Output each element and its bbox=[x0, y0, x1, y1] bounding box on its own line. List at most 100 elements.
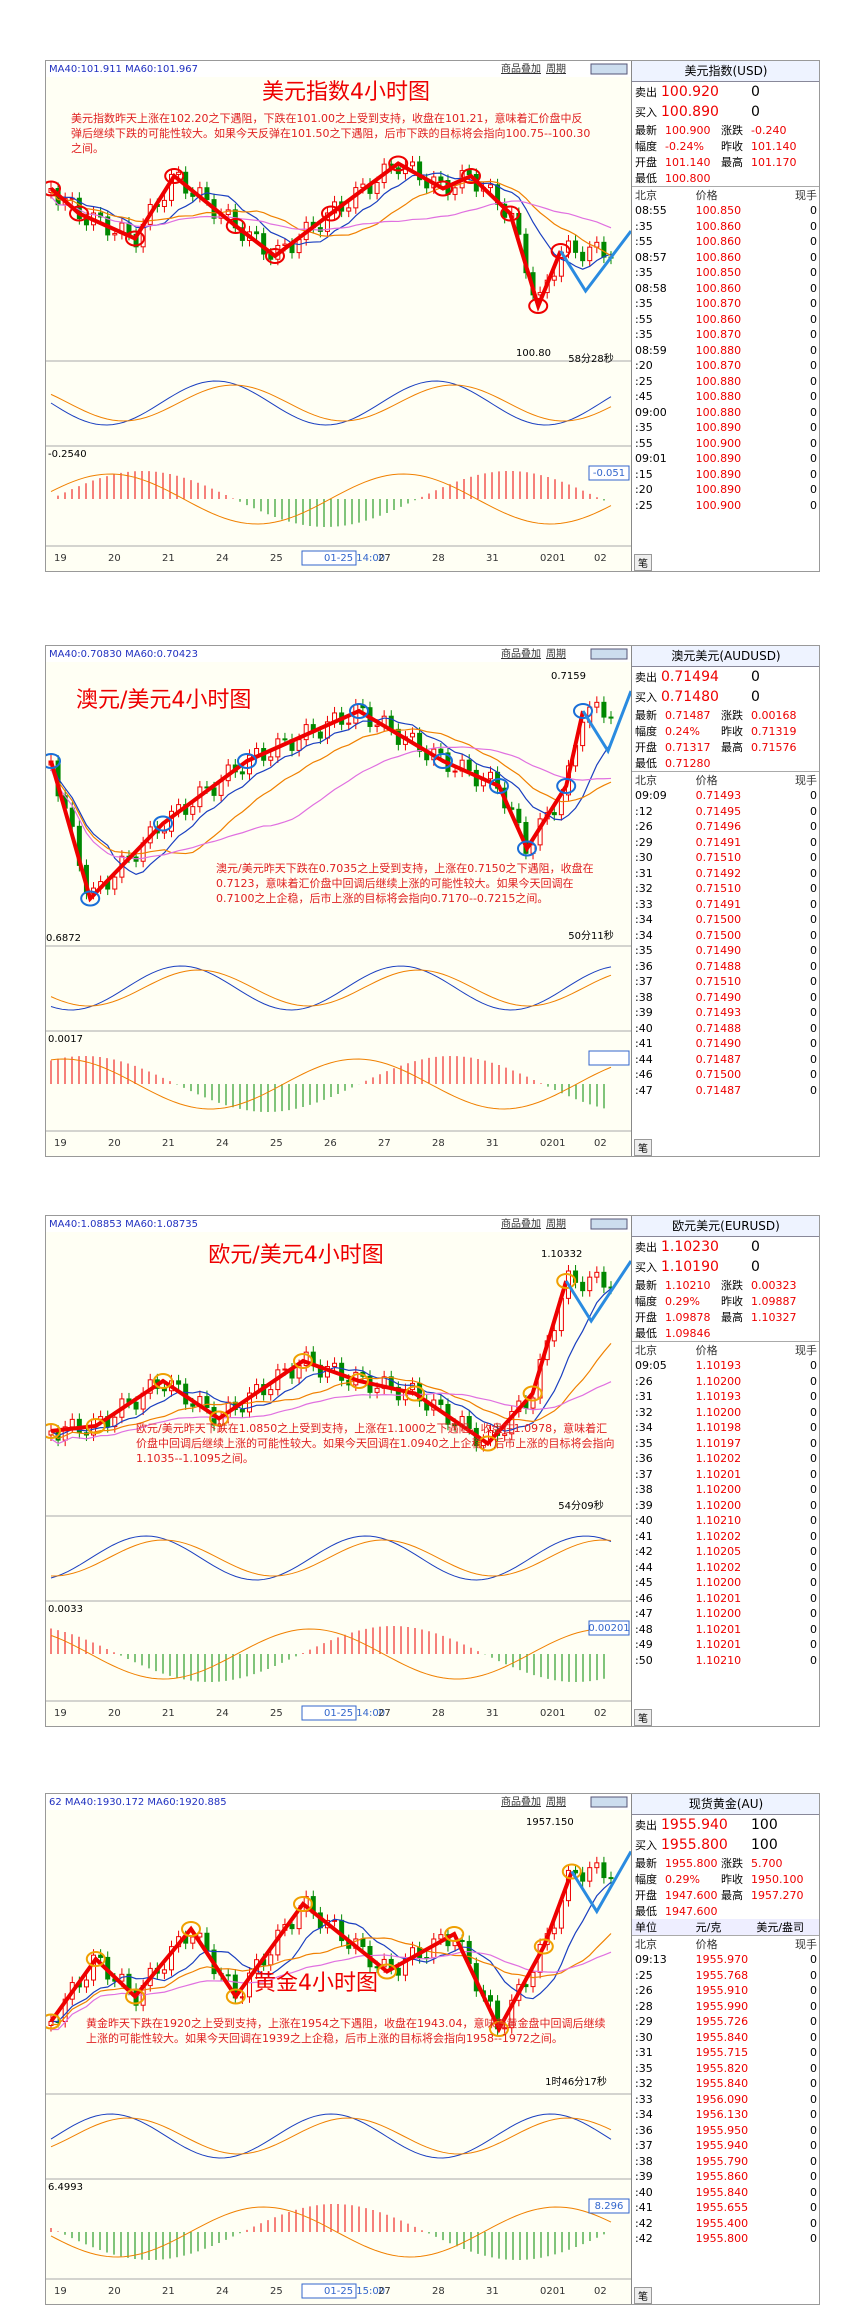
tick-cell: 1955.970 bbox=[695, 1953, 749, 1967]
header-cell: 价格 bbox=[695, 1344, 718, 1357]
tick-cell: 0.71500 bbox=[695, 1068, 742, 1082]
candle-body bbox=[587, 1867, 593, 1882]
tick-cell: 0 bbox=[810, 2154, 818, 2168]
tick-cell: 0 bbox=[810, 1622, 818, 1636]
tick-cell: 1.10202 bbox=[695, 1529, 742, 1543]
turn-marker bbox=[377, 1963, 397, 1980]
moving-average bbox=[50, 746, 612, 860]
turn-marker bbox=[528, 298, 549, 314]
x-tick-label: 31 bbox=[486, 553, 499, 564]
tick-cell: 0 bbox=[810, 1999, 818, 2013]
tick-row: :42 1.10205 0 bbox=[632, 1544, 819, 1560]
tick-cell: 0 bbox=[810, 1984, 818, 1998]
tick-cell: 0.71492 bbox=[695, 866, 742, 880]
toolbar-button[interactable]: 周期 bbox=[546, 648, 566, 660]
toolbar-button[interactable]: 周期 bbox=[546, 63, 566, 75]
oscillator-signal bbox=[50, 384, 612, 422]
price-label: 100.80 bbox=[516, 348, 551, 359]
stats-cell: 最新 bbox=[635, 124, 657, 137]
x-tick-label: 25 bbox=[270, 553, 283, 564]
x-tick-label: 27 bbox=[378, 1708, 391, 1719]
toolbar-button[interactable]: 周期 bbox=[546, 1796, 566, 1808]
x-tick-label: 28 bbox=[432, 2286, 445, 2297]
tick-cell: 100.890 bbox=[695, 452, 742, 466]
tick-cell: :42 bbox=[635, 1545, 653, 1559]
tick-cell: 1.10200 bbox=[695, 1498, 742, 1512]
tick-cell: 0.71490 bbox=[695, 990, 742, 1004]
candle-body bbox=[112, 876, 118, 890]
tick-cell: :34 bbox=[635, 913, 653, 927]
tick-row: 08:57 100.860 0 bbox=[632, 250, 819, 266]
stats-cell: 0.71317 bbox=[665, 740, 711, 754]
stats-cell: 100.900 bbox=[665, 123, 711, 137]
candle-body bbox=[487, 771, 493, 780]
quote-buy: 买入 100.890 0 bbox=[632, 102, 819, 122]
tick-row: :46 0.71500 0 bbox=[632, 1067, 819, 1083]
toolbar-button[interactable]: 商品叠加 bbox=[501, 647, 541, 660]
tick-row: :55 100.860 0 bbox=[632, 234, 819, 250]
tick-cell: 0 bbox=[810, 405, 818, 419]
tick-row: :26 1955.910 0 bbox=[632, 1983, 819, 1999]
chart: MA40:1.08853 MA60:1.08735 商品叠加 周期欧元/美元4小时图… bbox=[46, 1216, 631, 1721]
header-cell: 现手 bbox=[795, 1938, 818, 1951]
candle-body bbox=[459, 1940, 465, 1943]
tick-cell: :33 bbox=[635, 2092, 653, 2106]
candle-body bbox=[254, 231, 260, 235]
toolbar-button[interactable]: 周期 bbox=[546, 1218, 566, 1230]
tick-row: :29 0.71491 0 bbox=[632, 835, 819, 851]
cursor-date-box bbox=[301, 2283, 357, 2299]
candle-body bbox=[452, 1423, 458, 1427]
stats-row: 最新 100.900 涨跌 -0.240 bbox=[632, 122, 819, 138]
tick-row: :35 100.870 0 bbox=[632, 327, 819, 343]
tick-row: :15 100.890 0 bbox=[632, 467, 819, 483]
candle-body bbox=[169, 173, 175, 201]
list-tab[interactable]: 笔 bbox=[634, 1139, 652, 1156]
list-tab[interactable]: 笔 bbox=[634, 1709, 652, 1726]
countdown-timer: 50分11秒 bbox=[568, 929, 613, 942]
stats-cell: 开盘 bbox=[635, 741, 657, 754]
list-tab[interactable]: 笔 bbox=[634, 554, 652, 571]
tick-row: :45 1.10200 0 bbox=[632, 1575, 819, 1591]
tick-cell: 0.71495 bbox=[695, 804, 742, 818]
x-tick-label: 21 bbox=[162, 1138, 175, 1149]
toolbar-button[interactable]: 商品叠加 bbox=[501, 62, 541, 75]
tick-cell: :25 bbox=[635, 1968, 653, 1982]
tick-cell: 0 bbox=[810, 1052, 818, 1066]
oscillator-signal bbox=[50, 2117, 612, 2155]
table-header: 北京 价格 现手 bbox=[632, 1935, 819, 1952]
turn-marker bbox=[225, 218, 246, 234]
header-cell: 北京 bbox=[635, 774, 657, 787]
candle-body bbox=[346, 207, 352, 212]
candle-body bbox=[112, 232, 118, 236]
candle-body bbox=[580, 1872, 586, 1882]
stats-row: 幅度 -0.24% 昨收 101.140 bbox=[632, 138, 819, 154]
turn-marker bbox=[405, 1385, 425, 1402]
turn-marker bbox=[293, 1896, 313, 1912]
tick-cell: 0 bbox=[810, 452, 818, 466]
toolbar-button[interactable]: 商品叠加 bbox=[501, 1795, 541, 1808]
stats-cell: 1957.270 bbox=[751, 1888, 804, 1902]
x-tick-label: 27 bbox=[378, 1138, 391, 1149]
candle-body bbox=[516, 808, 522, 823]
candle-body bbox=[573, 240, 579, 253]
candle-body bbox=[268, 1954, 274, 1966]
candle-body bbox=[324, 212, 330, 232]
tick-row: :47 1.10200 0 bbox=[632, 1606, 819, 1622]
stats-cell: 1947.600 bbox=[665, 1904, 718, 1918]
stats-cell: 最低 bbox=[635, 1905, 657, 1918]
toolbar-button[interactable]: 商品叠加 bbox=[501, 1217, 541, 1230]
tick-cell: :34 bbox=[635, 1421, 653, 1435]
turn-marker bbox=[225, 1988, 246, 2005]
tick-cell: 0.71510 bbox=[695, 851, 742, 865]
chart: MA40:0.70830 MA60:0.70423 商品叠加 周期澳元/美元4小时图… bbox=[46, 646, 631, 1149]
list-tab[interactable]: 笔 bbox=[634, 2287, 652, 2304]
tick-row: :12 0.71495 0 bbox=[632, 804, 819, 820]
tick-cell: 1.10198 bbox=[695, 1421, 742, 1435]
stats-cell: 0.24% bbox=[665, 724, 700, 738]
candle-body bbox=[495, 184, 501, 205]
tick-cell: 1955.940 bbox=[695, 2139, 749, 2153]
x-tick-label: 02 bbox=[594, 1138, 607, 1149]
indicator-label: 0.0033 bbox=[48, 1604, 83, 1615]
turn-marker bbox=[533, 1938, 554, 1955]
header-cell: 现手 bbox=[795, 1344, 818, 1357]
